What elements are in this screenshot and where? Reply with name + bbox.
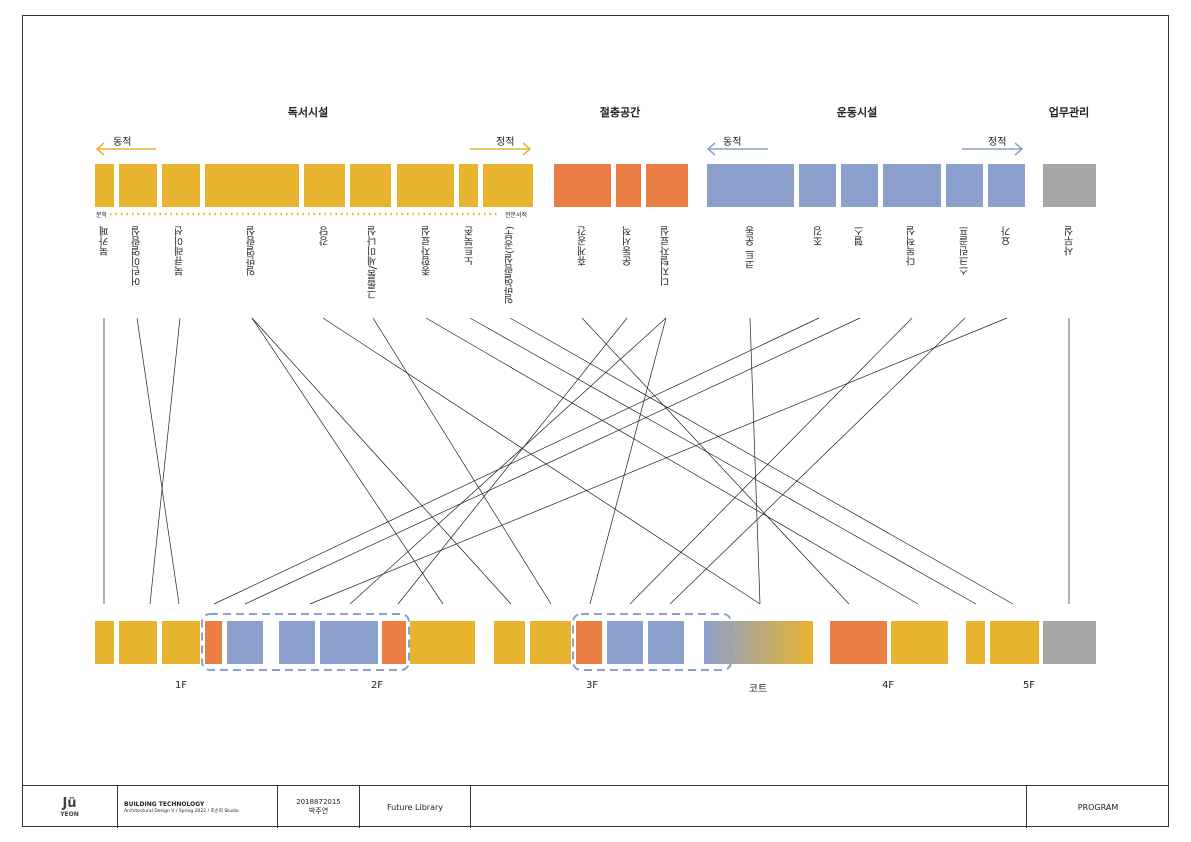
logo-mark: Jü <box>62 796 77 811</box>
connection-line <box>669 317 966 605</box>
floor-block-sports <box>320 621 378 664</box>
floor-block-court <box>704 621 813 664</box>
sheet-cell: PROGRAM <box>1027 786 1169 828</box>
floor-block-reading <box>119 621 157 664</box>
reading-dynamic-label: 동적 <box>113 137 132 148</box>
floor-block-sports <box>607 621 643 664</box>
connection-line <box>136 317 180 605</box>
program-block-reading <box>483 164 533 207</box>
floor-block-reading <box>494 621 525 664</box>
category-reading: 독서시설 <box>287 106 329 119</box>
connection-line <box>629 317 913 605</box>
sports-static-label: 정적 <box>988 137 1007 148</box>
connection-line <box>251 317 444 605</box>
dashed-group-3f <box>572 613 732 671</box>
floor-label: 4F <box>881 680 895 691</box>
floor-block-reading <box>95 621 114 664</box>
floor-block-sports <box>279 621 315 664</box>
floor-block-reading <box>410 621 475 664</box>
connection-line <box>589 317 667 605</box>
floor-label: 코트 <box>748 684 768 695</box>
student-info: 2018872015 박주연 <box>278 786 360 828</box>
connection-line <box>469 317 977 605</box>
category-sports: 운동시설 <box>836 106 878 119</box>
floor-block-mixed <box>205 621 222 664</box>
program-block-reading <box>205 164 299 207</box>
floor-label: 3F <box>585 680 599 691</box>
student-id: 2018872015 <box>296 798 341 806</box>
axis-right-label: 전문서적 <box>505 212 528 219</box>
floor-block-mixed <box>576 621 602 664</box>
program-block-sports <box>841 164 878 207</box>
arrow-sports-dynamic-icon <box>706 142 768 156</box>
student-name: 박주연 <box>308 807 329 815</box>
floor-block-office <box>1043 621 1096 664</box>
floor-block-reading <box>966 621 985 664</box>
program-block-reading <box>350 164 391 207</box>
floor-block-mixed <box>382 621 406 664</box>
program-block-sports <box>946 164 983 207</box>
connection-line <box>149 317 181 605</box>
course-title: BUILDING TECHNOLOGY <box>124 800 205 808</box>
blank-cell <box>471 786 1027 828</box>
sheet-frame <box>22 15 1169 827</box>
floor-label: 1F <box>174 680 188 691</box>
program-block-sports <box>883 164 941 207</box>
program-block-reading <box>397 164 454 207</box>
connection-line <box>244 317 861 605</box>
program-block-mixed <box>646 164 688 207</box>
program-block-reading <box>304 164 345 207</box>
connection-line <box>309 317 1008 605</box>
floor-block-sports <box>648 621 684 664</box>
program-block-reading <box>459 164 478 207</box>
logo: Jü YEON <box>22 786 118 828</box>
floor-label: 5F <box>1022 680 1036 691</box>
program-block-reading <box>162 164 200 207</box>
reading-static-label: 정적 <box>496 137 515 148</box>
connection-line <box>213 317 820 605</box>
connection-line <box>581 317 850 605</box>
program-block-sports <box>707 164 794 207</box>
arrow-reading-dynamic-icon <box>95 142 156 156</box>
dashed-group-2f <box>201 613 410 671</box>
connection-line <box>251 317 512 605</box>
category-mixed: 절충공간 <box>599 106 641 119</box>
program-block-mixed <box>616 164 641 207</box>
program-block-sports <box>988 164 1025 207</box>
program-block-sports <box>799 164 836 207</box>
connection-line <box>322 317 761 605</box>
floor-block-reading <box>990 621 1039 664</box>
floor-block-reading <box>891 621 948 664</box>
arrow-reading-static-icon <box>470 142 532 156</box>
course-info: BUILDING TECHNOLOGY Architectural Design… <box>118 786 278 828</box>
sheet-title: PROGRAM <box>1077 802 1119 812</box>
connection-line <box>349 317 667 605</box>
category-office: 업무관리 <box>1048 106 1090 119</box>
connection-line <box>372 317 552 605</box>
connection-line <box>397 317 628 605</box>
project-title: Future Library <box>387 802 443 812</box>
sports-dynamic-label: 동적 <box>723 137 742 148</box>
title-block: Jü YEON BUILDING TECHNOLOGY Architectura… <box>22 785 1169 828</box>
program-block-mixed <box>554 164 611 207</box>
axis-left-label: 문학 <box>96 212 108 219</box>
floor-block-sports <box>227 621 263 664</box>
floor-block-reading <box>162 621 200 664</box>
logo-text: YEON <box>60 811 79 818</box>
program-block-reading <box>95 164 114 207</box>
floor-block-reading <box>530 621 571 664</box>
floor-block-mixed <box>830 621 887 664</box>
arrow-sports-static-icon <box>962 142 1024 156</box>
connection-line <box>509 317 1014 605</box>
floor-label: 2F <box>370 680 384 691</box>
program-block-office <box>1043 164 1096 207</box>
connection-line <box>749 317 761 605</box>
project-cell: Future Library <box>360 786 471 828</box>
connection-line <box>425 317 919 605</box>
program-block-reading <box>119 164 157 207</box>
course-subtitle: Architectural Design V / Spring 2022 / 조… <box>124 808 239 814</box>
